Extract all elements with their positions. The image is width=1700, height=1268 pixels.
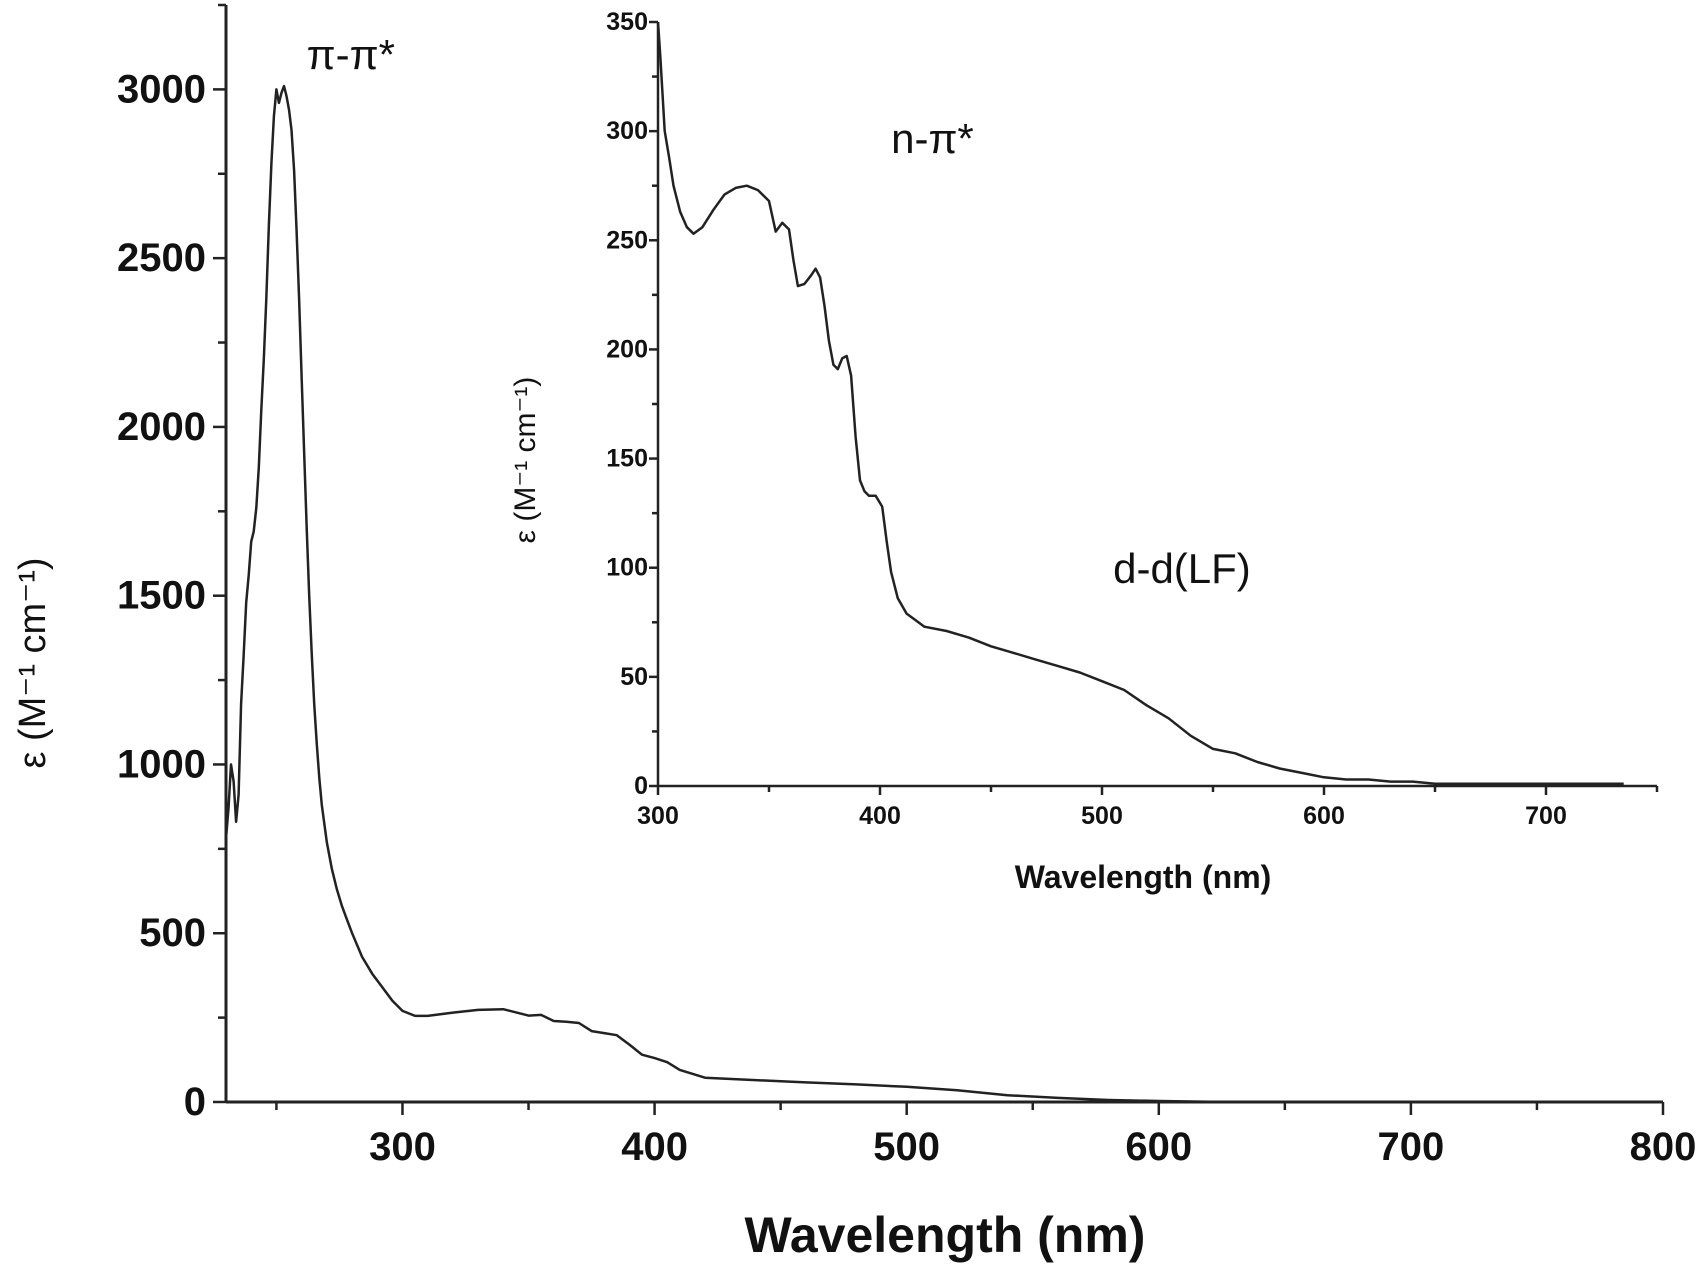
inset-y-tick-label: 150 — [606, 445, 648, 473]
main-x-tick-label: 700 — [1378, 1125, 1445, 1169]
main-x-tick-label: 400 — [621, 1125, 688, 1169]
inset-x-tick-label: 500 — [1081, 802, 1123, 830]
inset-y-tick-label: 300 — [606, 117, 648, 145]
inset-y-tick-label: 200 — [606, 335, 648, 363]
main-y-tick-label: 2500 — [117, 236, 206, 280]
main-series-line — [224, 84, 1411, 1104]
inset-x-tick-label: 700 — [1525, 802, 1567, 830]
main-x-axis-title: Wavelength (nm) — [745, 1207, 1146, 1263]
inset-annotation: n-π* — [891, 115, 974, 162]
inset-annotation: d-d(LF) — [1113, 545, 1251, 592]
main-y-tick-label: 500 — [139, 911, 206, 955]
main-x-tick-label: 300 — [369, 1125, 436, 1169]
inset-y-tick-label: 350 — [606, 8, 648, 36]
inset-series-line — [656, 21, 1624, 786]
main-x-tick-label: 800 — [1630, 1125, 1697, 1169]
inset-x-tick-label: 400 — [859, 802, 901, 830]
main-y-tick-label: 1000 — [117, 742, 206, 786]
main-y-tick-label: 1500 — [117, 574, 206, 618]
main-y-tick-label: 2000 — [117, 405, 206, 449]
main-x-tick-label: 600 — [1125, 1125, 1192, 1169]
main-y-tick-label: 3000 — [117, 67, 206, 111]
main-annotation: π-π* — [307, 31, 395, 78]
inset-y-tick-label: 100 — [606, 554, 648, 582]
inset-x-tick-label: 300 — [637, 802, 679, 830]
main-x-tick-label: 500 — [873, 1125, 940, 1169]
inset-x-tick-label: 600 — [1303, 802, 1345, 830]
inset-x-axis-title: Wavelength (nm) — [1015, 859, 1272, 895]
inset-y-tick-label: 0 — [634, 772, 648, 800]
main-y-axis-title: ε (M⁻¹ cm⁻¹) — [12, 557, 54, 768]
inset-y-axis-title: ε (M⁻¹ cm⁻¹) — [509, 377, 542, 544]
main-y-tick-label: 0 — [184, 1080, 206, 1124]
inset-y-tick-label: 50 — [620, 663, 648, 691]
inset-y-tick-label: 250 — [606, 226, 648, 254]
